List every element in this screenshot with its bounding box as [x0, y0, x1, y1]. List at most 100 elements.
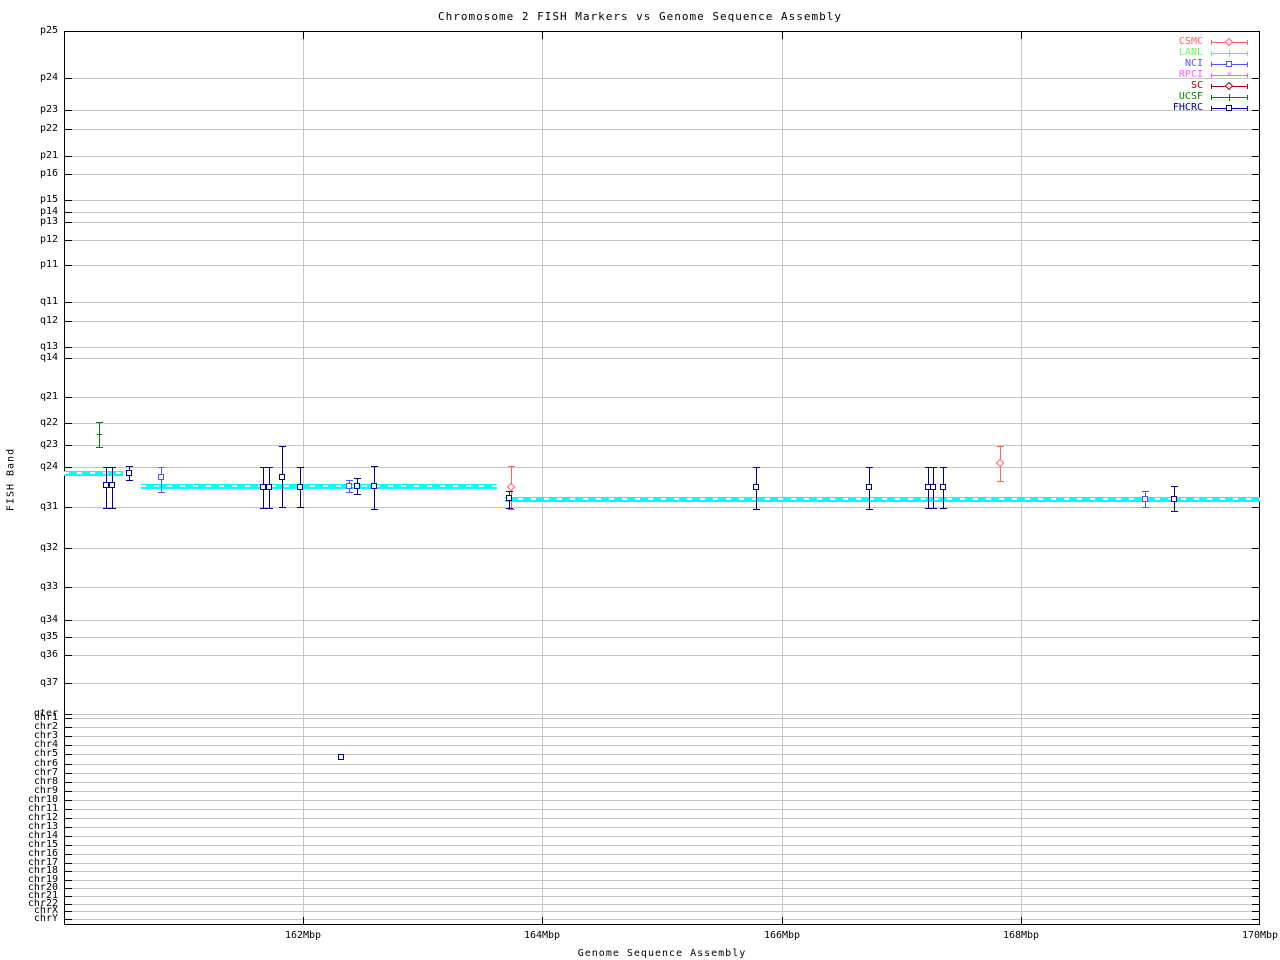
legend-sample-cap-right-UCSF [1247, 95, 1248, 100]
gridline-p12 [64, 240, 1260, 241]
y-band-label-chrY: chrY [33, 913, 58, 924]
point-FHCRC-1-marker [103, 482, 109, 488]
y-band-label-chr17: chr17 [27, 857, 58, 868]
point-FHCRC-13-cap-bottom [925, 508, 932, 509]
ytick-left-q22 [64, 423, 72, 424]
point-NCI-3-cap-bottom [1142, 507, 1149, 508]
legend-sample-cap-left-CSMC [1211, 40, 1212, 45]
assembly-highlight-segment-2 [141, 484, 497, 489]
ytick-left-q12 [64, 321, 72, 322]
y-band-label-chr10: chr10 [27, 794, 58, 805]
y-band-label-p22: p22 [39, 123, 58, 134]
ytick-right-p15 [1252, 200, 1260, 201]
x-tick-label-168Mbp: 168Mbp [1002, 930, 1040, 941]
gridline-chr18 [64, 871, 1260, 872]
ytick-right-q21 [1252, 397, 1260, 398]
y-band-label-q23: q23 [39, 439, 58, 450]
point-FHCRC-4-cap-bottom [260, 508, 267, 509]
gridline-chr2 [64, 727, 1260, 728]
point-NCI-2-marker [346, 483, 352, 489]
ytick-right-chr21 [1252, 896, 1260, 897]
y-band-label-q24: q24 [39, 461, 58, 472]
ytick-right-chr7 [1252, 773, 1260, 774]
y-band-label-chr9: chr9 [33, 785, 58, 796]
y-band-label-chr2: chr2 [33, 721, 58, 732]
ytick-right-chr1 [1252, 718, 1260, 719]
point-FHCRC-6-cap-bottom [279, 507, 286, 508]
ytick-left-chr1 [64, 718, 72, 719]
ytick-left-chr2 [64, 727, 72, 728]
ytick-right-q22 [1252, 423, 1260, 424]
y-band-label-chr16: chr16 [27, 848, 58, 859]
y-band-label-p12: p12 [39, 234, 58, 245]
gridline-chr17 [64, 863, 1260, 864]
ytick-left-chr13 [64, 827, 72, 828]
ytick-left-chrX [64, 911, 72, 912]
ytick-left-chr5 [64, 754, 72, 755]
point-NCI-3-marker [1142, 496, 1148, 502]
y-band-label-chr8: chr8 [33, 776, 58, 787]
y-band-label-p13: p13 [39, 216, 58, 227]
gridline-chrX [64, 911, 1260, 912]
point-NCI-1-marker [158, 474, 164, 480]
gridline-q33 [64, 587, 1260, 588]
ytick-right-chr12 [1252, 818, 1260, 819]
ytick-right-chr22 [1252, 904, 1260, 905]
point-FHCRC-11-cap-top [753, 467, 760, 468]
ytick-right-p21 [1252, 156, 1260, 157]
point-UCSF-1-marker-h [97, 434, 102, 435]
ytick-left-chr16 [64, 854, 72, 855]
gridline-164Mbp [542, 31, 543, 925]
ytick-left-chr7 [64, 773, 72, 774]
y-band-label-chr1: chr1 [33, 712, 58, 723]
y-band-label-q12: q12 [39, 315, 58, 326]
point-FHCRC-4-cap-top [260, 467, 267, 468]
point-FHCRC-7-cap-top [297, 467, 304, 468]
gridline-p24 [64, 78, 1260, 79]
gridline-p13 [64, 222, 1260, 223]
ytick-right-q31 [1252, 507, 1260, 508]
y-band-label-q33: q33 [39, 581, 58, 592]
gridline-chr11 [64, 809, 1260, 810]
legend-sample-cap-right-RPCI [1247, 73, 1248, 78]
ytick-left-chr3 [64, 736, 72, 737]
point-FHCRC-16-cap-top [1171, 486, 1178, 487]
point-FHCRC-2-marker [109, 482, 115, 488]
point-FHCRC-13-cap-top [925, 467, 932, 468]
y-band-label-p14: p14 [39, 206, 58, 217]
point-FHCRC-10-marker [506, 495, 512, 501]
ytick-left-q24 [64, 467, 72, 468]
legend-sample-cap-left-UCSF [1211, 95, 1212, 100]
legend-marker-RPCI: × [1226, 70, 1233, 80]
ytick-right-chr17 [1252, 863, 1260, 864]
chart-title: Chromosome 2 FISH Markers vs Genome Sequ… [438, 10, 842, 23]
point-CSMC-1-cap-top [508, 466, 515, 467]
point-FHCRC-7-cap-bottom [297, 507, 304, 508]
ytick-left-chr14 [64, 836, 72, 837]
point-UCSF-1-cap-top [96, 422, 103, 423]
y-band-label-q11: q11 [39, 296, 58, 307]
point-FHCRC-6-marker [279, 474, 285, 480]
ytick-right-q33 [1252, 587, 1260, 588]
point-NCI-3-cap-top [1142, 491, 1149, 492]
point-FHCRC-7-marker [297, 484, 303, 490]
ytick-right-chr5 [1252, 754, 1260, 755]
y-band-label-chr15: chr15 [27, 839, 58, 850]
gridline-q12 [64, 321, 1260, 322]
ytick-left-chr8 [64, 782, 72, 783]
ytick-right-chr15 [1252, 845, 1260, 846]
legend-sample-cap-left-LANL [1211, 51, 1212, 56]
ytick-right-chr19 [1252, 880, 1260, 881]
y-band-label-q34: q34 [39, 614, 58, 625]
y-band-label-qter: qter [33, 708, 58, 719]
y-band-label-q37: q37 [39, 677, 58, 688]
ytick-right-q14 [1252, 358, 1260, 359]
y-band-label-chr3: chr3 [33, 730, 58, 741]
legend-sample-cap-right-LANL [1247, 51, 1248, 56]
y-band-label-chrX: chrX [33, 905, 58, 916]
gridline-chr9 [64, 791, 1260, 792]
y-band-label-chr12: chr12 [27, 812, 58, 823]
gridline-chr16 [64, 854, 1260, 855]
xtick-top-162Mbp [303, 31, 304, 39]
